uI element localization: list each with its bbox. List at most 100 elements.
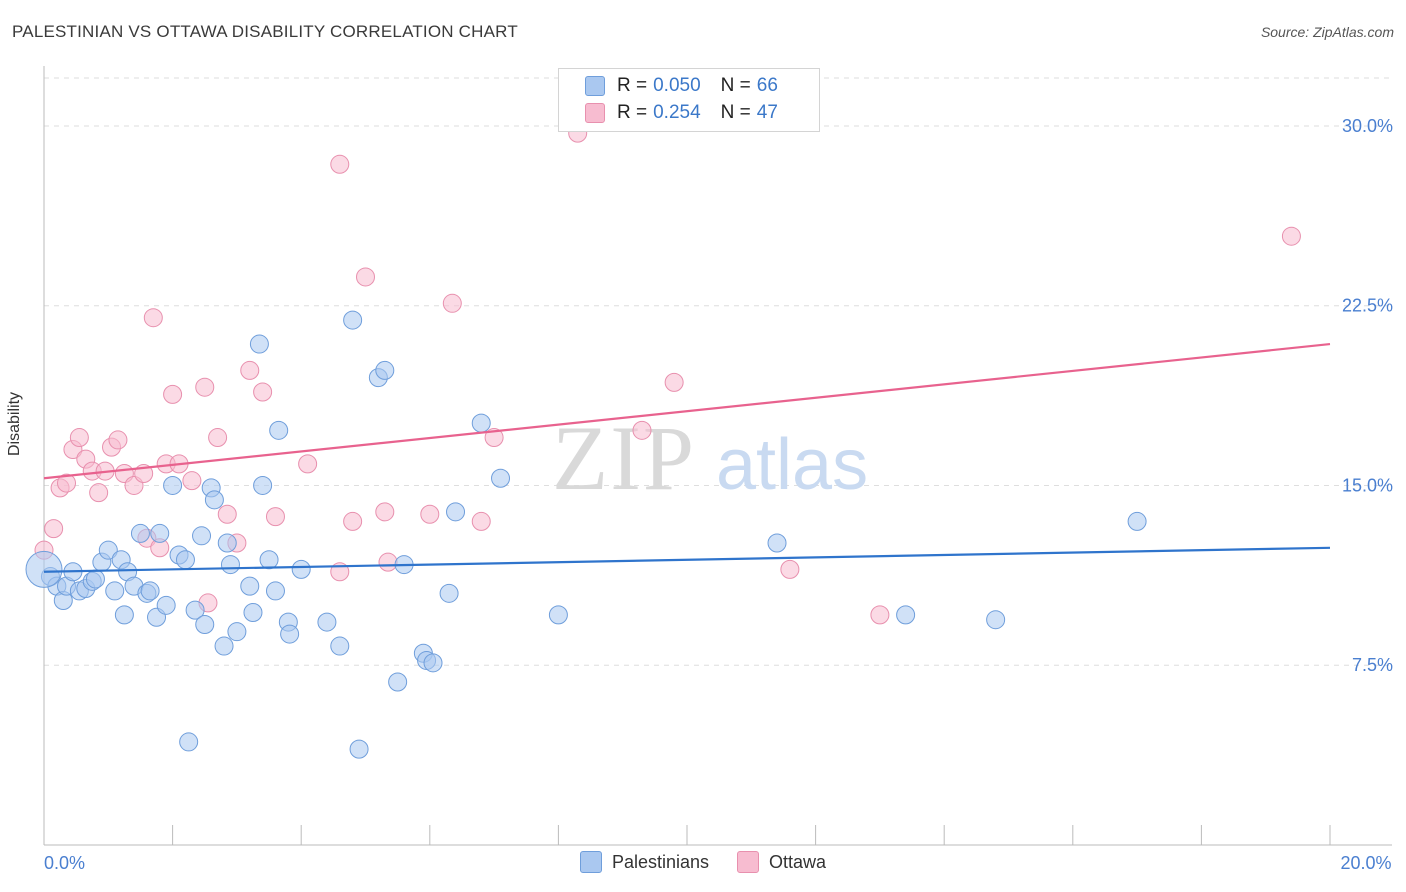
n-label: N = (720, 75, 751, 96)
data-point-palestinians (349, 739, 369, 759)
data-point-ottawa (108, 430, 128, 450)
data-point-ottawa (632, 420, 652, 440)
data-point-palestinians (291, 559, 311, 579)
data-point-palestinians (192, 526, 212, 546)
y-tick-label: 7.5% (1352, 655, 1393, 675)
data-point-ottawa (195, 377, 215, 397)
data-point-palestinians (986, 610, 1006, 630)
data-point-palestinians (896, 605, 916, 625)
data-point-palestinians (491, 468, 511, 488)
data-point-palestinians (105, 581, 125, 601)
y-tick-label: 15.0% (1342, 475, 1393, 495)
watermark: ZIP atlas (552, 407, 868, 509)
n-value: 66 (756, 75, 778, 96)
legend-row-ottawa: R = 0.254 N = 47 (585, 100, 778, 126)
legend-label: Palestinians (611, 851, 710, 872)
data-point-palestinians (150, 523, 170, 543)
r-label: R = (617, 75, 648, 96)
legend-row-palestinians: R = 0.050 N = 66 (585, 73, 778, 99)
data-point-palestinians (446, 502, 466, 522)
data-point-palestinians (548, 605, 568, 625)
source-credit: Source: ZipAtlas.com (1260, 24, 1394, 40)
data-point-palestinians (98, 540, 118, 560)
data-point-ottawa (89, 483, 109, 503)
correlation-legend: R = 0.050 N = 66 R = 0.254 N = 47 (558, 68, 820, 132)
axis-labels: 7.5% 15.0% 22.5% 30.0% 0.0% 20.0% (44, 116, 1393, 873)
data-point-palestinians (1127, 511, 1147, 531)
trend-line-ottawa (43, 342, 1331, 480)
data-point-ottawa (253, 382, 273, 402)
y-axis-label: Disability (6, 391, 23, 456)
data-point-palestinians (163, 475, 183, 495)
palestinians-points (25, 310, 1147, 759)
data-point-palestinians (471, 413, 491, 433)
data-point-ottawa (1281, 226, 1301, 246)
data-point-palestinians (253, 475, 273, 495)
trend-line-palestinians (43, 546, 1331, 573)
data-point-ottawa (870, 605, 890, 625)
data-point-palestinians (204, 490, 224, 510)
data-point-ottawa (182, 471, 202, 491)
legend-item-ottawa[interactable]: Ottawa (737, 851, 826, 873)
data-point-palestinians (423, 653, 443, 673)
data-point-ottawa (298, 454, 318, 474)
data-point-palestinians (25, 550, 63, 588)
data-point-palestinians (265, 581, 285, 601)
data-point-ottawa (471, 511, 491, 531)
data-point-palestinians (343, 310, 363, 330)
n-label: N = (720, 102, 751, 123)
legend-swatch-blue (585, 76, 605, 96)
data-point-palestinians (439, 583, 459, 603)
data-point-palestinians (240, 576, 260, 596)
data-point-palestinians (220, 555, 240, 575)
data-point-palestinians (217, 533, 237, 553)
legend-swatch-blue (579, 851, 602, 873)
y-tick-label: 30.0% (1342, 116, 1393, 136)
legend-item-palestinians[interactable]: Palestinians (579, 851, 710, 873)
data-point-palestinians (317, 612, 337, 632)
data-point-ottawa (343, 511, 363, 531)
watermark-atlas: atlas (716, 425, 868, 505)
r-value: 0.050 (653, 75, 701, 96)
data-point-palestinians (249, 334, 269, 354)
data-point-ottawa (356, 267, 375, 287)
data-point-palestinians (185, 600, 205, 620)
y-tick-label: 22.5% (1342, 296, 1393, 316)
data-point-ottawa (143, 308, 163, 328)
data-point-ottawa (57, 473, 77, 493)
x-tick-label: 20.0% (1340, 853, 1391, 873)
data-point-ottawa (69, 428, 89, 448)
data-point-palestinians (330, 636, 350, 656)
data-point-ottawa (484, 428, 504, 448)
data-point-ottawa (330, 154, 350, 174)
data-point-palestinians (195, 614, 215, 634)
data-point-palestinians (175, 550, 195, 570)
data-point-palestinians (130, 523, 150, 543)
data-point-palestinians (85, 569, 105, 589)
data-point-ottawa (442, 293, 462, 313)
data-point-palestinians (388, 672, 408, 692)
data-point-ottawa (378, 552, 398, 572)
legend-label: Ottawa (769, 851, 827, 872)
r-value: 0.254 (653, 102, 701, 123)
legend-swatch-pink (737, 851, 760, 873)
data-point-palestinians (259, 550, 279, 570)
n-value: 47 (756, 102, 778, 123)
series-legend: Palestinians Ottawa (0, 851, 1406, 873)
data-point-ottawa (208, 428, 228, 448)
data-point-palestinians (114, 605, 134, 625)
data-point-ottawa (163, 384, 183, 404)
data-point-palestinians (243, 603, 263, 623)
x-tick-label: 0.0% (44, 853, 85, 873)
data-point-palestinians (214, 636, 234, 656)
data-point-palestinians (156, 595, 176, 615)
data-point-ottawa (265, 507, 285, 527)
data-point-ottawa (240, 360, 260, 380)
watermark-zip: ZIP (552, 407, 696, 509)
data-point-ottawa (375, 502, 395, 522)
data-point-palestinians (140, 581, 160, 601)
data-point-palestinians (179, 732, 199, 752)
trend-lines (43, 342, 1331, 573)
data-point-ottawa (664, 372, 684, 392)
